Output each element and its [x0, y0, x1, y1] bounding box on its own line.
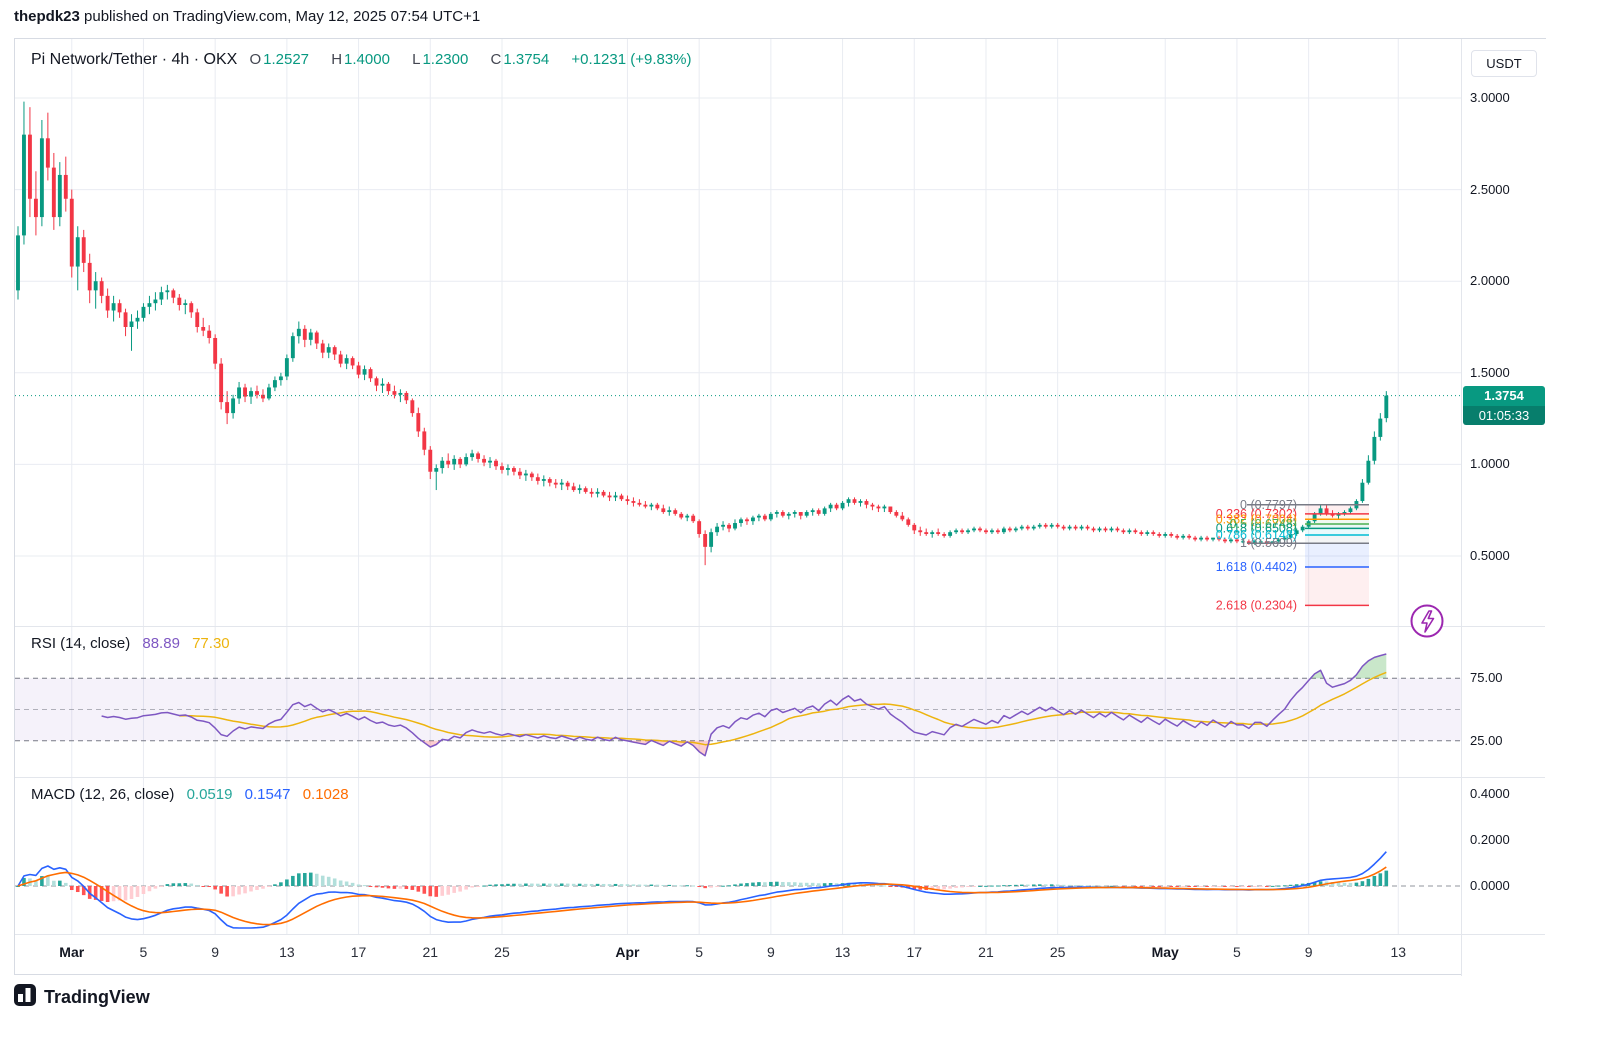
time-tick: 17: [906, 944, 923, 960]
time-tick: 5: [1233, 944, 1241, 960]
currency-label[interactable]: USDT: [1471, 50, 1537, 77]
axis-tick: 0.5000: [1470, 548, 1510, 563]
svg-text:0 (0.7797): 0 (0.7797): [1240, 498, 1297, 512]
macd-legend: MACD (12, 26, close) 0.0519 0.1547 0.102…: [31, 786, 357, 803]
macd-line-value: 0.1547: [244, 786, 291, 803]
axis-separator: [1461, 39, 1462, 976]
symbol-title[interactable]: Pi Network/Tether · 4h · OKX: [31, 51, 238, 68]
pane-divider: [15, 934, 1545, 935]
time-tick: 13: [279, 944, 295, 960]
time-tick: 9: [766, 944, 775, 960]
time-tick: 25: [494, 944, 510, 960]
time-tick: Apr: [615, 944, 640, 960]
rsi-pane[interactable]: [15, 627, 1461, 777]
time-axis[interactable]: Mar 5 9 13 17 21 25 Apr 5 9 13 17 21 25 May 5 9 13: [15, 934, 1461, 976]
time-tick: 13: [1390, 944, 1407, 960]
axis-tick: 1.5000: [1470, 364, 1510, 380]
macd-signal-value: 0.1028: [302, 786, 349, 803]
chart-frame: 0 (0.7797) 0.236 (0.7302) 0.382 (0.7004) 0.…: [14, 38, 1546, 976]
rsi-value: 88.89: [142, 635, 180, 652]
macd-hist-value: 0.0519: [186, 786, 233, 803]
publish-info: thepdk23 published on TradingView.com, M…: [14, 8, 480, 25]
time-tick: 21: [978, 944, 994, 960]
axis-tick: 0.0000: [1470, 878, 1510, 893]
time-tick: May: [1151, 944, 1179, 960]
axis-tick: 25.00: [1470, 732, 1503, 748]
time-tick: 9: [1304, 944, 1313, 960]
time-tick: 5: [139, 944, 148, 960]
publisher-username: thepdk23: [14, 8, 80, 25]
svg-text:0.786 (0.6148): 0.786 (0.6148): [1216, 528, 1297, 542]
tradingview-footer[interactable]: TradingView: [14, 984, 150, 1011]
axis-tick: 1.0000: [1470, 456, 1510, 472]
price-pane[interactable]: 0 (0.7797)0.236 (0.7302)0.382 (0.7004)0.…: [15, 39, 1461, 626]
time-tick: 13: [834, 944, 851, 960]
svg-text:0.5 (0.6748): 0.5 (0.6748): [1230, 517, 1297, 531]
time-tick: 21: [422, 944, 439, 960]
ohlc-close: C 1.3754: [490, 51, 550, 68]
time-tick: 9: [211, 944, 220, 960]
tradingview-logo[interactable]: [14, 984, 36, 1011]
rsi-ma-value: 77.30: [192, 635, 230, 652]
axis-tick: 2.5000: [1470, 181, 1510, 197]
pane-divider[interactable]: [15, 626, 1545, 627]
publish-info-text: published on TradingView.com, May 12, 20…: [79, 8, 481, 25]
rsi-legend: RSI (14, close) 88.89 77.30: [31, 635, 238, 652]
svg-text:1 (0.5699): 1 (0.5699): [1240, 536, 1297, 550]
time-tick: 17: [350, 944, 367, 960]
axis-tick: 2.0000: [1470, 273, 1510, 289]
svg-text:0.618 (0.6508): 0.618 (0.6508): [1216, 521, 1297, 535]
svg-text:0.236 (0.7302): 0.236 (0.7302): [1216, 507, 1297, 521]
svg-text:1.618 (0.4402): 1.618 (0.4402): [1216, 560, 1297, 574]
last-price-value: 1.3754: [1463, 386, 1545, 406]
axis-tick: 75.00: [1470, 670, 1503, 686]
svg-text:2.618 (0.2304): 2.618 (0.2304): [1216, 598, 1297, 612]
ohlc-low: L 1.2300: [412, 51, 469, 68]
price-axis[interactable]: USDT 1.3754 01:05:33 3.0000 2.5000 2.0000 1…: [1462, 39, 1546, 976]
time-tick: Mar: [59, 944, 85, 960]
macd-title[interactable]: MACD (12, 26, close): [31, 786, 175, 803]
bar-countdown: 01:05:33: [1463, 406, 1545, 425]
time-tick: 25: [1049, 944, 1066, 960]
last-price-label: 1.3754 01:05:33: [1463, 386, 1545, 425]
brand-text[interactable]: TradingView: [44, 987, 150, 1007]
axis-tick: 0.2000: [1470, 832, 1510, 847]
pane-divider[interactable]: [15, 777, 1545, 778]
symbol-legend: Pi Network/Tether · 4h · OKX O 1.2527 H 1.…: [31, 51, 700, 69]
svg-text:0.382 (0.7004): 0.382 (0.7004): [1216, 512, 1297, 526]
flash-icon[interactable]: [1409, 603, 1445, 639]
time-tick: 5: [695, 944, 704, 960]
rsi-title[interactable]: RSI (14, close): [31, 635, 131, 652]
macd-pane[interactable]: [15, 778, 1461, 934]
ohlc-high: H 1.4000: [331, 51, 390, 68]
price-change: +0.1231 (+9.83%): [571, 51, 692, 68]
axis-tick: 3.0000: [1470, 90, 1510, 105]
axis-tick: 0.4000: [1470, 786, 1510, 801]
ohlc-open: O 1.2527: [249, 51, 310, 68]
